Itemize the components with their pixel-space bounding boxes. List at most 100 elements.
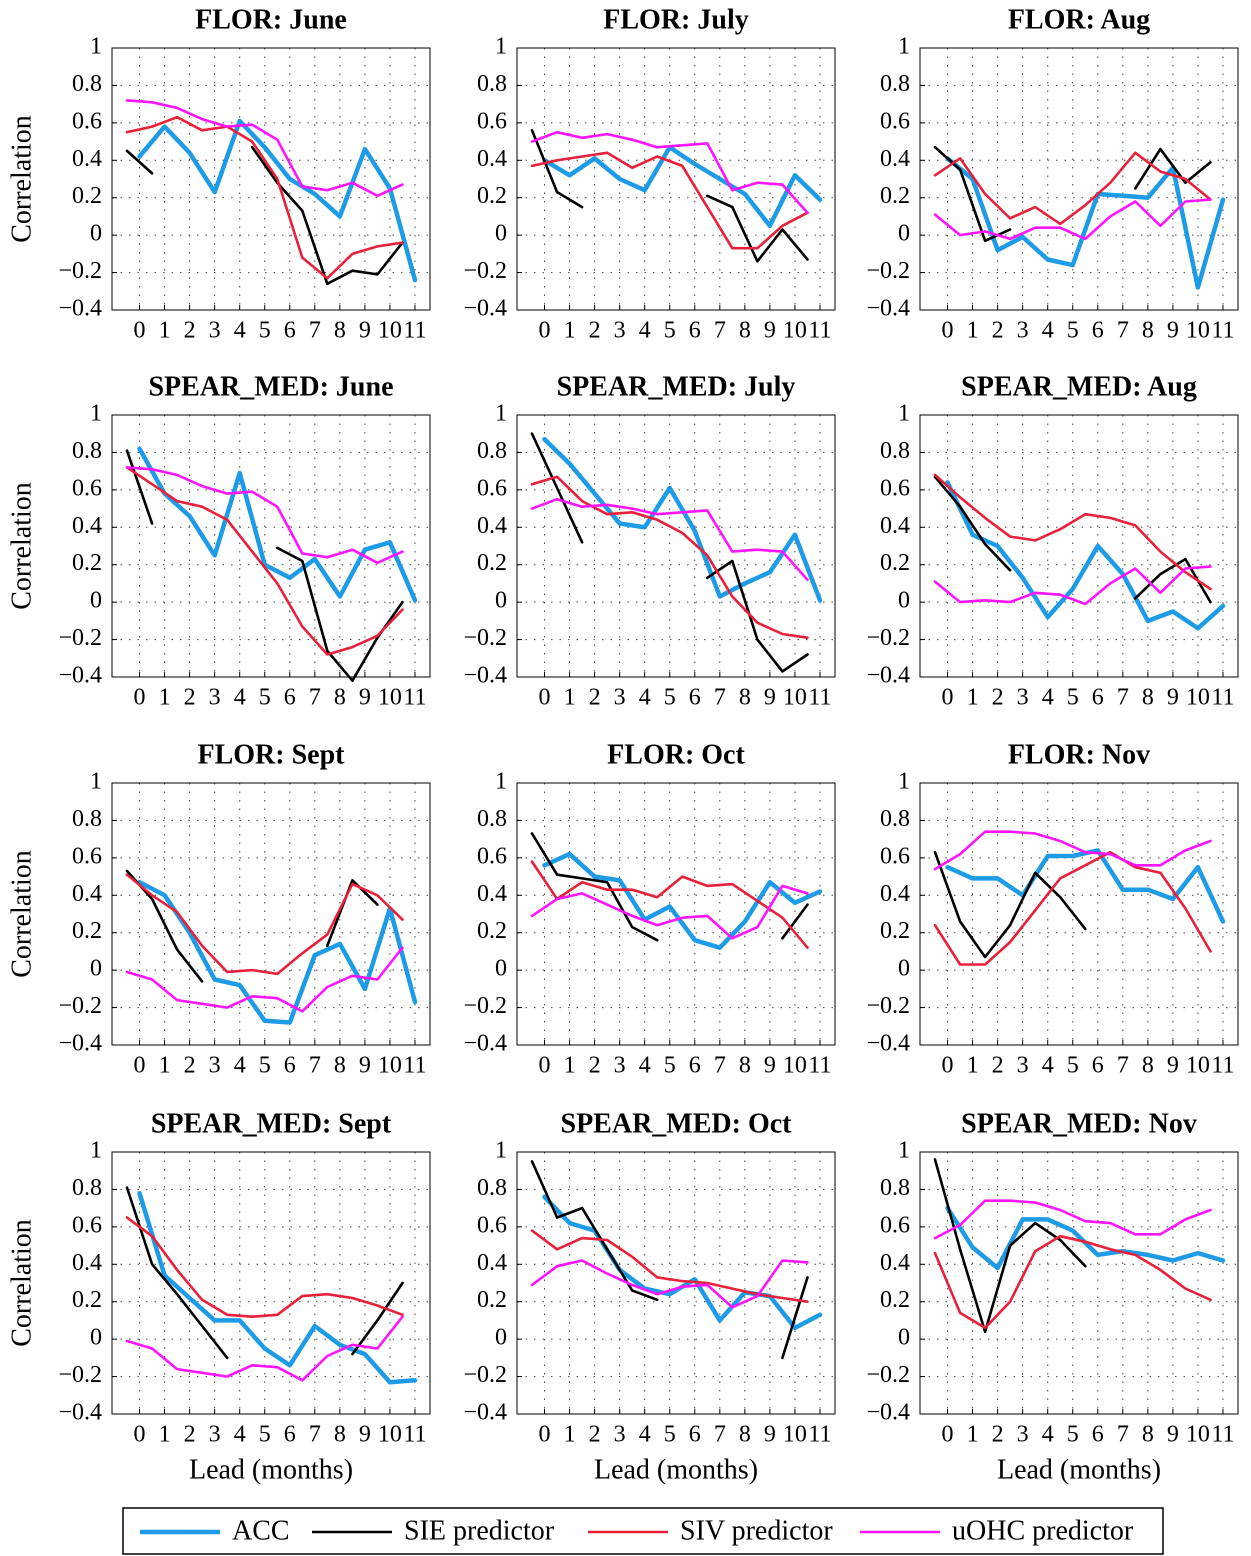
series-line (945, 848, 1226, 924)
series-line (933, 151, 1212, 226)
y-tick-label: 0 (90, 221, 102, 247)
x-tick-label: 2 (589, 685, 601, 711)
y-tick-label: −0.2 (58, 993, 102, 1019)
y-tick-label: 0.4 (477, 513, 507, 539)
chart-title: SPEAR_MED: Oct (561, 1108, 793, 1139)
y-tick-label: 0.6 (880, 475, 910, 501)
y-tick-label: 1 (90, 34, 102, 60)
y-tick-label: −0.4 (463, 663, 507, 689)
x-tick-label: 2 (184, 1422, 196, 1448)
x-tick-label: 11 (403, 1053, 426, 1079)
x-tick-label: 4 (1042, 1422, 1054, 1448)
plot-frame (111, 47, 431, 311)
x-tick-label: 3 (614, 1053, 626, 1079)
x-tick-label: 9 (1167, 1053, 1179, 1079)
y-tick-label: 0.8 (477, 438, 507, 464)
x-tick-label: 5 (259, 318, 271, 344)
x-tick-label: 2 (992, 685, 1004, 711)
x-tick-label: 8 (334, 1422, 346, 1448)
x-tick-label: 5 (1067, 1053, 1079, 1079)
series-line (933, 1234, 1212, 1330)
y-tick-label: 1 (495, 34, 507, 60)
series-line (933, 850, 1212, 966)
y-tick-label: 0 (495, 1325, 507, 1351)
x-tick-label: 2 (589, 318, 601, 344)
y-tick-label: 1 (898, 769, 910, 795)
x-tick-label: 10 (378, 1422, 402, 1448)
x-tick-label: 6 (689, 1053, 701, 1079)
series-line (125, 1186, 404, 1360)
series-line (933, 850, 1087, 959)
y-tick-label: 0.2 (72, 1287, 102, 1313)
y-tick-label: 0.2 (72, 918, 102, 944)
y-tick-label: 0.2 (880, 550, 910, 576)
x-tick-label: 3 (614, 1422, 626, 1448)
x-tick-label: 3 (1017, 318, 1029, 344)
x-tick-label: 9 (359, 1053, 371, 1079)
x-tick-label: 7 (309, 1422, 321, 1448)
series-line (125, 466, 404, 565)
y-tick-label: 1 (495, 769, 507, 795)
x-tick-label: 1 (967, 318, 979, 344)
series-line (137, 118, 418, 283)
x-tick-label: 1 (564, 1422, 576, 1448)
y-tick-label: −0.4 (866, 296, 910, 322)
series-line (530, 129, 809, 263)
y-tick-label: −0.2 (463, 625, 507, 651)
series-line (530, 151, 809, 250)
x-tick-label: 7 (309, 685, 321, 711)
y-tick-label: −0.2 (866, 258, 910, 284)
series-line (933, 198, 1212, 241)
x-tick-label: 7 (714, 685, 726, 711)
x-tick-label: 1 (967, 1053, 979, 1079)
x-tick-label: 9 (764, 1053, 776, 1079)
x-tick-label: 5 (664, 318, 676, 344)
x-tick-label: 7 (309, 1053, 321, 1079)
plot-frame (919, 782, 1239, 1046)
chart-title: SPEAR_MED: July (557, 371, 796, 402)
y-tick-label: 0.6 (72, 843, 102, 869)
x-tick-label: 3 (1017, 1422, 1029, 1448)
y-tick-label: −0.2 (866, 993, 910, 1019)
series-line (125, 115, 404, 280)
x-tick-label: 8 (739, 685, 751, 711)
x-tick-label: 5 (664, 685, 676, 711)
x-tick-label: 6 (284, 685, 296, 711)
y-tick-label: 0 (90, 956, 102, 982)
x-tick-label: 4 (1042, 685, 1054, 711)
series-line (933, 1199, 1212, 1240)
series-line (137, 1190, 418, 1385)
x-tick-label: 8 (1142, 318, 1154, 344)
y-tick-label: 0.2 (477, 1287, 507, 1313)
x-tick-label: 4 (639, 318, 651, 344)
chart-title: SPEAR_MED: Nov (961, 1108, 1197, 1139)
y-tick-label: 0.6 (880, 843, 910, 869)
x-tick-label: 11 (808, 1053, 831, 1079)
series-line (530, 1259, 809, 1309)
x-tick-label: 9 (359, 318, 371, 344)
x-tick-label: 2 (992, 318, 1004, 344)
x-tick-label: 1 (564, 1053, 576, 1079)
plot-frame (111, 1151, 431, 1415)
x-tick-label: 8 (1142, 1053, 1154, 1079)
x-tick-label: 4 (639, 1422, 651, 1448)
x-tick-label: 10 (783, 685, 807, 711)
x-tick-label: 5 (259, 685, 271, 711)
x-tick-label: 9 (764, 685, 776, 711)
series-line (530, 130, 809, 214)
plot-frame (111, 782, 431, 1046)
y-tick-label: 1 (90, 769, 102, 795)
x-tick-label: 6 (1092, 318, 1104, 344)
y-tick-label: 0.6 (72, 1212, 102, 1238)
chart-title: FLOR: Sept (198, 739, 346, 770)
x-tick-label: 11 (1211, 1422, 1234, 1448)
x-tick-label: 2 (992, 1422, 1004, 1448)
x-tick-label: 5 (259, 1422, 271, 1448)
x-tick-label: 1 (564, 685, 576, 711)
x-tick-label: 10 (1186, 685, 1210, 711)
x-tick-label: 10 (1186, 1053, 1210, 1079)
y-tick-label: 1 (90, 401, 102, 427)
x-tick-label: 6 (284, 1422, 296, 1448)
y-tick-label: 0.8 (72, 806, 102, 832)
